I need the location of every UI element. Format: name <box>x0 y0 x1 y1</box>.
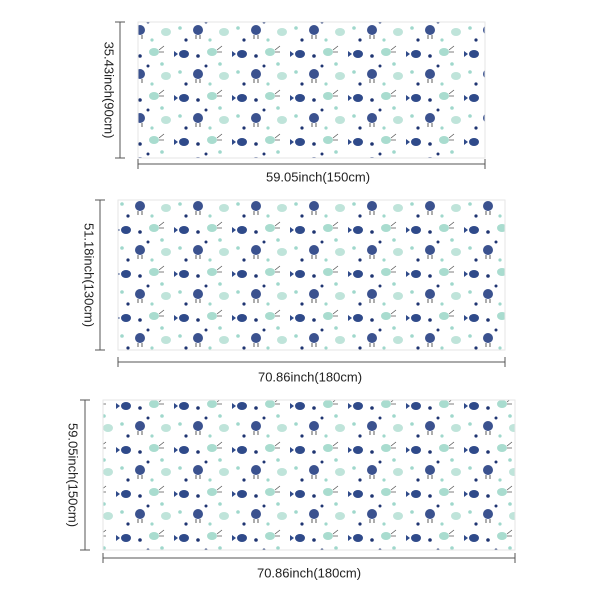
panel: 59.05inch(150cm) 70.86inch(180cm) <box>66 399 516 580</box>
width-label: 59.05inch(150cm) <box>266 169 370 184</box>
wallpaper <box>102 399 516 551</box>
wallpaper <box>117 199 506 351</box>
width-label: 70.86inch(180cm) <box>257 565 361 580</box>
height-label: 35.43inch(90cm) <box>102 42 117 139</box>
panel: 51.18inch(130cm) 70.86inch(180cm) <box>82 199 506 384</box>
wallpaper <box>137 21 486 159</box>
height-label: 51.18inch(130cm) <box>82 223 97 327</box>
height-label: 59.05inch(150cm) <box>66 423 81 527</box>
width-label: 70.86inch(180cm) <box>258 369 362 384</box>
panel: 35.43inch(90cm) 59.05inch(150cm) <box>102 21 486 184</box>
